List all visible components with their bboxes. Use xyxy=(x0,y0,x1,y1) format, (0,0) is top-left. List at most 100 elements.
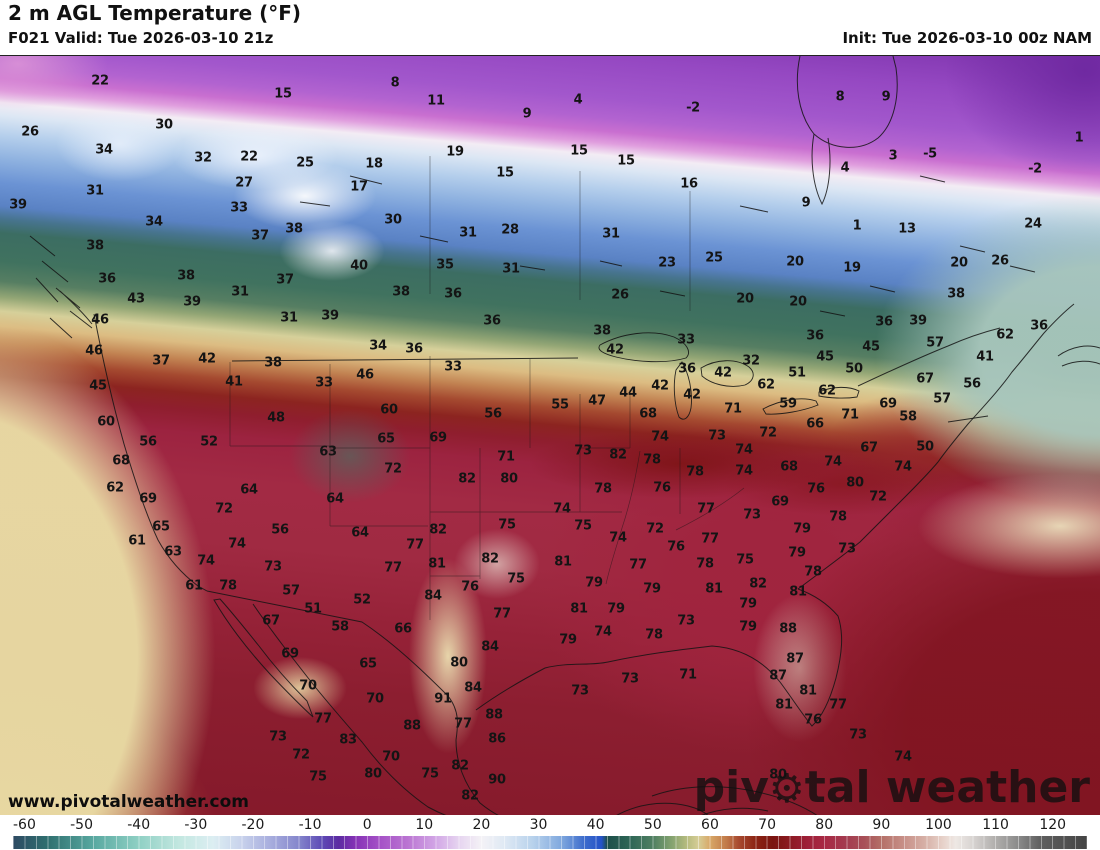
temp-label: 26 xyxy=(21,124,39,140)
temp-label: 82 xyxy=(429,522,447,538)
temp-label: 37 xyxy=(276,272,294,288)
colorbar-tick-label: -10 xyxy=(298,817,322,833)
temp-label: 70 xyxy=(382,749,400,765)
temp-label: 77 xyxy=(493,606,511,622)
temp-label: -5 xyxy=(923,146,937,162)
temp-label: 77 xyxy=(454,716,472,732)
temp-label: 78 xyxy=(686,464,704,480)
temp-label: 46 xyxy=(85,343,103,359)
temp-label: 80 xyxy=(500,471,518,487)
temp-label: 1 xyxy=(1074,130,1084,146)
temp-label: 36 xyxy=(483,313,501,329)
temp-label: 30 xyxy=(155,117,173,133)
colorbar-tick-label: 30 xyxy=(529,817,548,833)
temp-label: 15 xyxy=(617,153,635,169)
temp-label: 31 xyxy=(602,226,620,242)
temp-label: 75 xyxy=(574,518,592,534)
temp-label: 81 xyxy=(789,584,807,600)
temp-label: 37 xyxy=(251,228,269,244)
temp-label: 79 xyxy=(739,619,757,635)
temp-label: 77 xyxy=(384,560,402,576)
temp-label: 71 xyxy=(497,449,515,465)
temp-label: 22 xyxy=(91,73,109,89)
temp-label: 45 xyxy=(89,378,107,394)
temp-label: 38 xyxy=(264,355,282,371)
colorbar-tick-label: 110 xyxy=(982,817,1009,833)
temp-label: 56 xyxy=(484,406,502,422)
temp-label: 27 xyxy=(235,175,253,191)
temp-label: 87 xyxy=(786,651,804,667)
temp-label: 84 xyxy=(424,588,442,604)
temp-label: 81 xyxy=(775,697,793,713)
temp-label: 19 xyxy=(843,260,861,276)
temp-label: 75 xyxy=(507,571,525,587)
temp-label: 73 xyxy=(677,613,695,629)
temp-label: 66 xyxy=(394,621,412,637)
temp-label: 79 xyxy=(643,581,661,597)
temp-label: 80 xyxy=(846,475,864,491)
colorbar-tick-label: 120 xyxy=(1039,817,1067,833)
colorbar-tick-label: -40 xyxy=(127,817,151,833)
temp-label: 51 xyxy=(304,601,322,617)
temp-label: 31 xyxy=(459,225,477,241)
temp-label: 69 xyxy=(281,646,299,662)
temp-label: 39 xyxy=(9,197,27,213)
temp-label: 31 xyxy=(502,261,520,277)
brand-watermark: piv⚙tal weather xyxy=(694,766,1090,810)
temp-label: 13 xyxy=(898,221,916,237)
temp-label: 78 xyxy=(645,627,663,643)
temp-label: 69 xyxy=(879,396,897,412)
temp-label: 77 xyxy=(701,531,719,547)
map-header: 2 m AGL Temperature (°F) F021 Valid: Tue… xyxy=(0,0,1100,55)
temp-label: 61 xyxy=(185,578,203,594)
temp-label: 83 xyxy=(339,732,357,748)
temp-label: 62 xyxy=(996,327,1014,343)
temp-label: 39 xyxy=(183,294,201,310)
temp-label: 81 xyxy=(570,601,588,617)
temp-label: 8 xyxy=(835,89,845,105)
colorbar-tick-label: 20 xyxy=(472,817,491,833)
temp-label: 42 xyxy=(198,351,216,367)
temperature-labels: 22 15 8 11 9 4 -2 8 9 1 26 30 34 32 22 25 18 19 15 15 15 16 3-… xyxy=(0,56,1100,816)
temp-label: 71 xyxy=(841,407,859,423)
temp-label: 74 xyxy=(228,536,246,552)
temp-label: 74 xyxy=(651,429,669,445)
temp-label: 58 xyxy=(899,409,917,425)
temp-label: 72 xyxy=(292,747,310,763)
temp-label: 79 xyxy=(793,521,811,537)
temp-label: 81 xyxy=(799,683,817,699)
watermark-text-prefix: piv xyxy=(693,762,769,813)
temp-label: 18 xyxy=(365,156,383,172)
page-title: 2 m AGL Temperature (°F) xyxy=(8,1,302,25)
temp-label: 81 xyxy=(554,554,572,570)
temp-label: 9 xyxy=(881,89,891,105)
temp-label: 70 xyxy=(299,678,317,694)
temp-label: 66 xyxy=(806,416,824,432)
colorbar-tick-label: 10 xyxy=(415,817,434,833)
temp-label: 76 xyxy=(461,579,479,595)
temp-label: 58 xyxy=(331,619,349,635)
temp-label: 76 xyxy=(804,712,822,728)
temp-label: 38 xyxy=(593,323,611,339)
temp-label: 48 xyxy=(267,410,285,426)
colorbar-tick-label: -60 xyxy=(12,817,36,833)
temp-label: 38 xyxy=(285,221,303,237)
temp-label: 80 xyxy=(769,767,787,783)
temp-label: 40 xyxy=(350,258,368,274)
temp-label: 33 xyxy=(230,200,248,216)
temp-label: 38 xyxy=(392,284,410,300)
temp-label: 42 xyxy=(651,378,669,394)
colorbar-footer: -60 -50 -40 -30 -20 -10 0 10 20 30 40 50 60 70 80 90 100… xyxy=(0,815,1100,850)
temp-label: 67 xyxy=(860,440,878,456)
temp-label: 51 xyxy=(788,365,806,381)
temp-label: 91 xyxy=(434,691,452,707)
temp-label: 87 xyxy=(769,668,787,684)
temp-label: 38 xyxy=(86,238,104,254)
temp-label: 17 xyxy=(350,179,368,195)
temp-label: 64 xyxy=(326,491,344,507)
temp-label: 73 xyxy=(838,541,856,557)
temp-label: 74 xyxy=(735,463,753,479)
temp-label: 81 xyxy=(428,556,446,572)
temp-label: 71 xyxy=(724,401,742,417)
temp-label: 31 xyxy=(231,284,249,300)
